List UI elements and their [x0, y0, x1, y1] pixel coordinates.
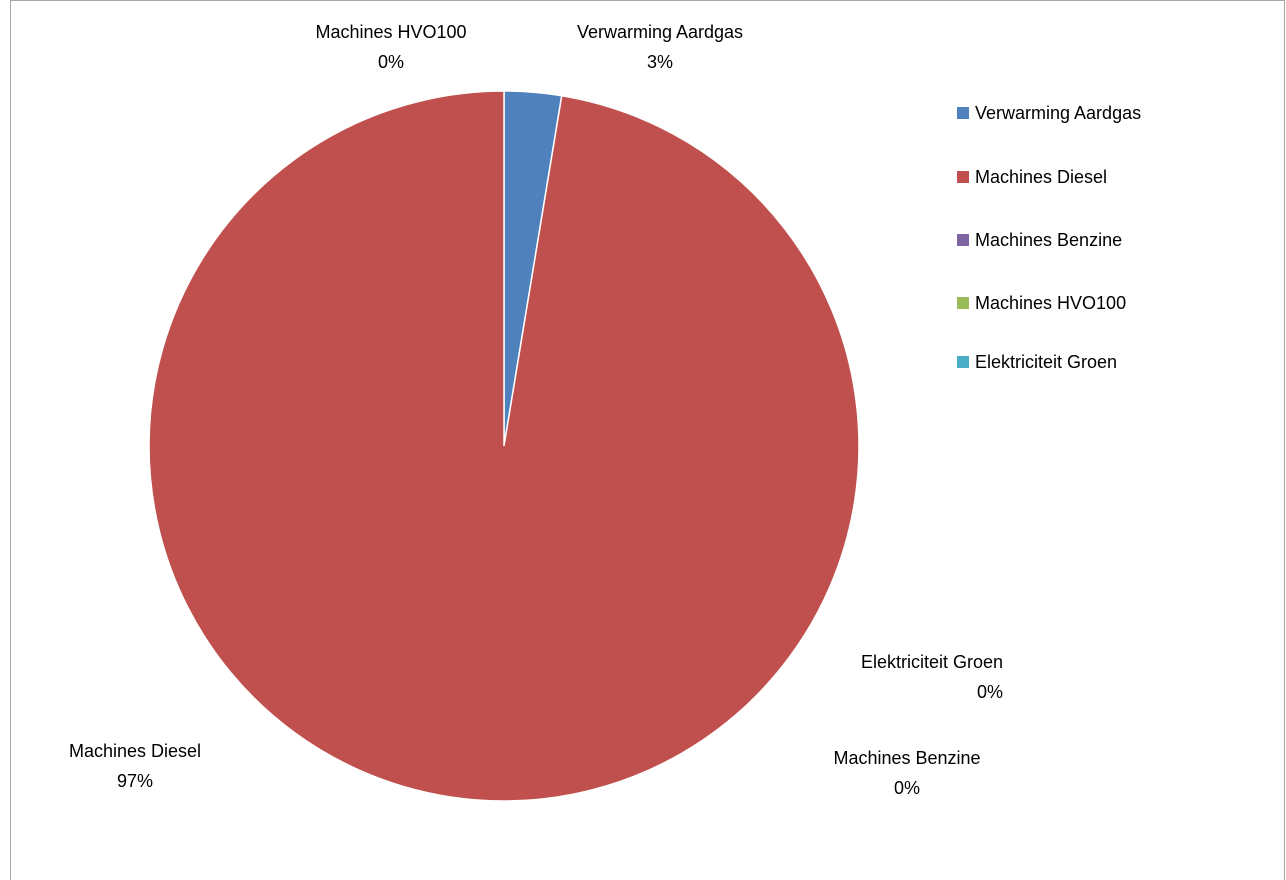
legend-label-machines-diesel: Machines Diesel — [975, 167, 1107, 187]
legend-label-machines-benzine: Machines Benzine — [975, 230, 1122, 250]
data-label-percent-machines-benzine: 0% — [894, 778, 920, 798]
data-label-name-machines-hvo100: Machines HVO100 — [315, 22, 466, 42]
legend-swatch-machines-diesel — [957, 171, 969, 183]
data-label-percent-verwarming-aardgas: 3% — [647, 52, 673, 72]
legend-swatch-machines-benzine — [957, 234, 969, 246]
legend-label-elektriciteit-groen: Elektriciteit Groen — [975, 352, 1117, 372]
data-label-percent-elektriciteit-groen: 0% — [977, 682, 1003, 702]
legend-swatch-machines-hvo100 — [957, 297, 969, 309]
pie-slices — [149, 91, 859, 801]
data-label-name-elektriciteit-groen: Elektriciteit Groen — [861, 652, 1003, 672]
pie-slice-machines-diesel — [149, 91, 859, 801]
data-label-name-machines-benzine: Machines Benzine — [833, 748, 980, 768]
legend: Verwarming Aardgas Machines Diesel Machi… — [957, 103, 1141, 372]
data-label-name-verwarming-aardgas: Verwarming Aardgas — [577, 22, 743, 42]
data-label-percent-machines-diesel: 97% — [117, 771, 153, 791]
legend-label-machines-hvo100: Machines HVO100 — [975, 293, 1126, 313]
data-label-name-machines-diesel: Machines Diesel — [69, 741, 201, 761]
legend-swatch-elektriciteit-groen — [957, 356, 969, 368]
legend-label-verwarming-aardgas: Verwarming Aardgas — [975, 103, 1141, 123]
data-label-percent-machines-hvo100: 0% — [378, 52, 404, 72]
legend-swatch-verwarming-aardgas — [957, 107, 969, 119]
